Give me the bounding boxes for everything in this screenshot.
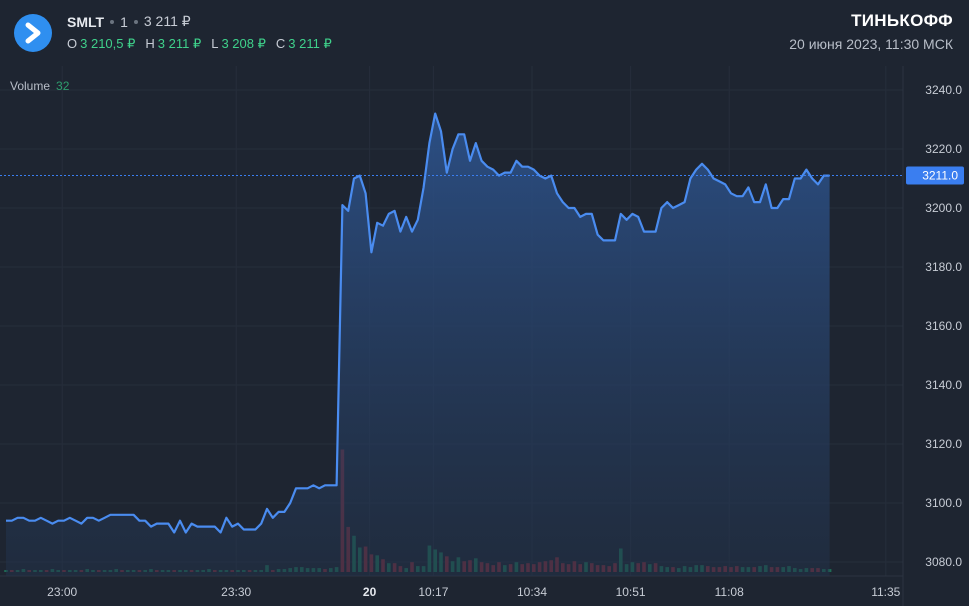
volume-legend: Volume 32: [10, 79, 69, 93]
y-tick-label: 3140.0: [925, 378, 962, 392]
last-price: 3 211 ₽: [143, 13, 191, 29]
brand-name: ТИНЬКОФФ: [851, 11, 953, 30]
y-tick-label: 3100.0: [925, 496, 962, 510]
price-axis[interactable]: 3080.0 3100.0 3120.0 3140.0 3160.0 3180.0 3200…: [925, 83, 962, 569]
x-tick-label: 11:08: [715, 585, 744, 599]
x-tick-label: 23:00: [47, 585, 77, 599]
y-tick-label: 3160.0: [925, 319, 962, 333]
tinkoff-logo-icon: [14, 14, 52, 52]
ticker-symbol[interactable]: SMLT: [67, 13, 105, 30]
y-tick-label: 3080.0: [925, 555, 962, 569]
last-price-badge-bg: [906, 166, 964, 185]
volume-label: Volume: [10, 79, 51, 93]
y-tick-label: 3220.0: [925, 142, 962, 156]
x-tick-label: 10:51: [616, 585, 646, 599]
y-tick-label: 3240.0: [925, 83, 962, 97]
y-tick-label: 3200.0: [925, 201, 962, 215]
interval-label[interactable]: 1: [120, 13, 128, 30]
separator-dot: [133, 19, 138, 24]
y-tick-label: 3120.0: [925, 437, 962, 451]
x-tick-label: 10:34: [517, 585, 547, 599]
x-tick-label: 11:35: [871, 585, 900, 599]
datetime-label: 20 июня 2023, 11:30 МСК: [789, 36, 953, 52]
y-tick-label: 3180.0: [925, 260, 962, 274]
x-tick-label: 10:17: [418, 585, 448, 599]
time-axis[interactable]: 23:00 23:30 20 10:17 10:34 10:51 11:08 11:35: [47, 585, 901, 599]
ticker-row: SMLT 1 3 211 ₽: [67, 13, 191, 30]
x-tick-label: 20: [363, 585, 377, 599]
x-tick-label: 23:30: [221, 585, 251, 599]
last-price-badge-label: 3211.0: [922, 169, 958, 183]
price-area: [6, 113, 830, 576]
separator-dot: [110, 19, 115, 24]
last-price-badge: 3211.0: [906, 166, 964, 185]
volume-value: 32: [56, 79, 70, 93]
